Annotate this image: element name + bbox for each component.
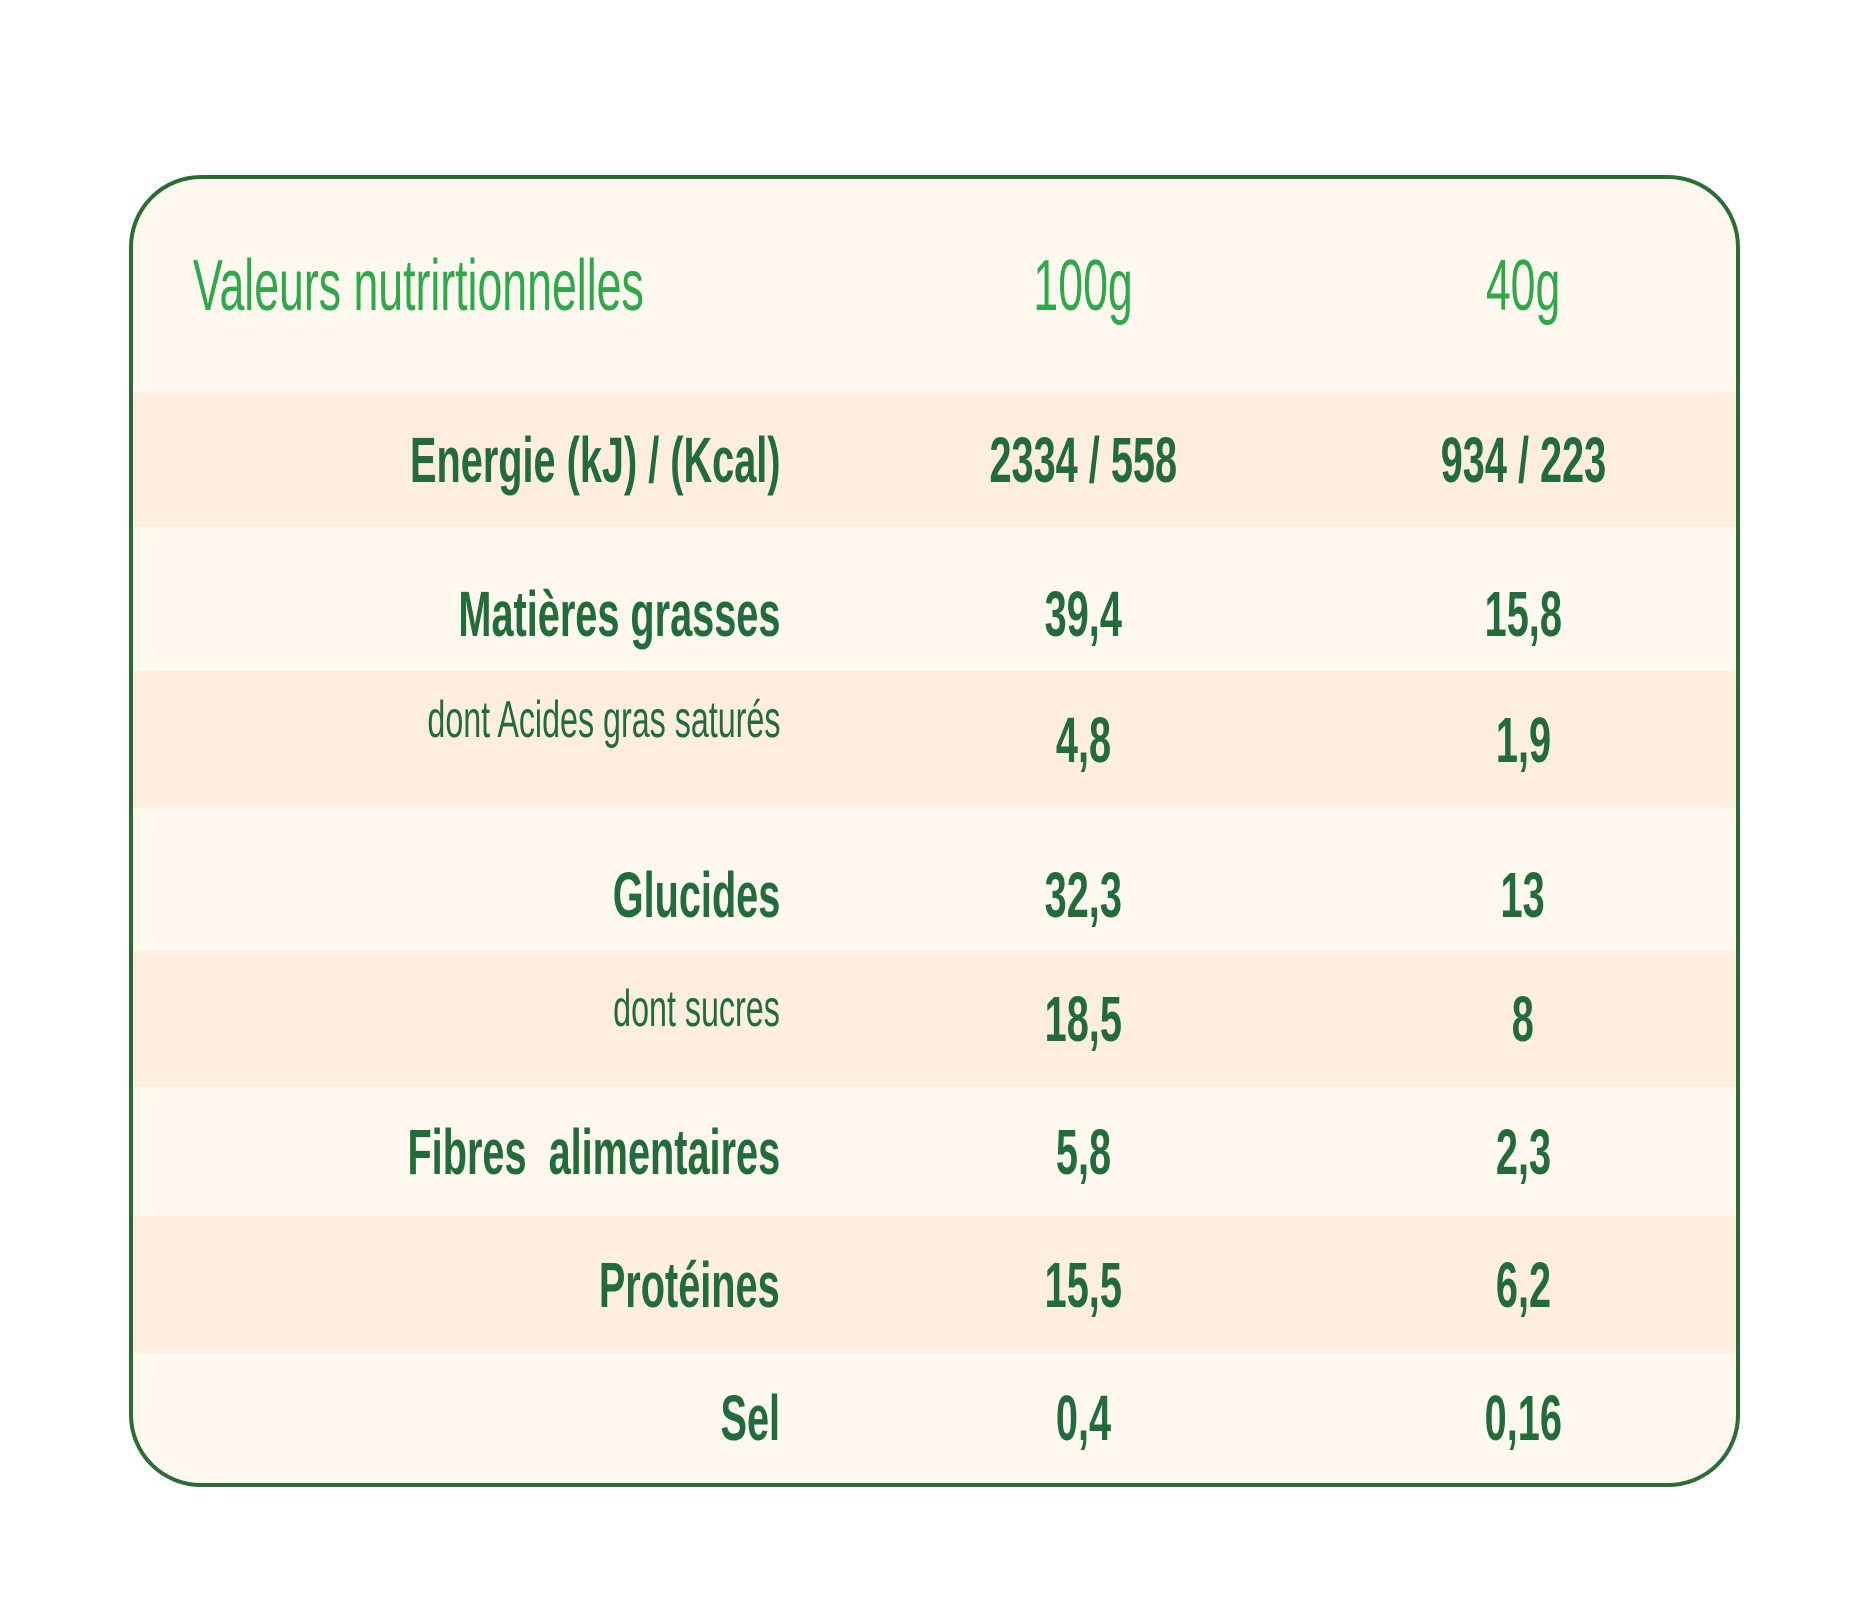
value-100g: 15,5 — [1044, 1248, 1122, 1321]
table-row-proteines: Protéines 15,5 6,2 — [133, 1216, 1736, 1353]
row-label: Glucides — [612, 858, 780, 931]
column-header-100g: 100g — [1033, 245, 1133, 326]
value-100g: 32,3 — [1044, 858, 1122, 931]
row-label: Protéines — [599, 1248, 780, 1321]
value-40g: 8 — [1511, 983, 1535, 1055]
value-100g: 2334 / 558 — [989, 423, 1177, 496]
row-label: dont Acides gras saturés — [426, 690, 780, 749]
value-40g: 13 — [1500, 858, 1546, 931]
table-row-fibres: Fibres alimentaires 5,8 2,3 — [133, 1087, 1736, 1216]
table-row-sel: Sel 0,4 0,16 — [133, 1353, 1736, 1483]
nutrition-table: Valeurs nutrirtionnelles 100g 40g Energi… — [129, 175, 1740, 1487]
value-40g: 1,9 — [1495, 703, 1551, 776]
column-header-40g: 40g — [1485, 245, 1561, 326]
table-row-sucres: dont sucres 18,5 8 — [133, 951, 1736, 1087]
table-row-energie: Energie (kJ) / (Kcal) 2334 / 558 934 / 2… — [133, 392, 1736, 527]
value-100g: 39,4 — [1044, 578, 1122, 650]
row-label: Energie (kJ) / (Kcal) — [409, 423, 780, 496]
value-40g: 2,3 — [1495, 1115, 1551, 1188]
table-header: Valeurs nutrirtionnelles 100g 40g — [133, 179, 1736, 392]
table-row-matieres-grasses: Matières grasses 39,4 15,8 — [133, 527, 1736, 671]
row-label: Fibres alimentaires — [407, 1115, 780, 1188]
table-row-glucides: Glucides 32,3 13 — [133, 808, 1736, 951]
table-title: Valeurs nutrirtionnelles — [193, 245, 644, 326]
value-100g: 0,4 — [1055, 1382, 1111, 1454]
value-100g: 5,8 — [1055, 1115, 1111, 1188]
row-label: dont sucres — [613, 980, 780, 1038]
table-row-acides-gras-satures: dont Acides gras saturés 4,8 1,9 — [133, 671, 1736, 808]
value-40g: 0,16 — [1484, 1382, 1562, 1454]
value-40g: 934 / 223 — [1440, 423, 1606, 496]
value-40g: 6,2 — [1495, 1248, 1551, 1321]
value-100g: 4,8 — [1055, 703, 1111, 776]
row-label: Sel — [720, 1382, 780, 1454]
value-40g: 15,8 — [1484, 578, 1562, 650]
row-label: Matières grasses — [457, 578, 780, 650]
value-100g: 18,5 — [1044, 983, 1122, 1055]
